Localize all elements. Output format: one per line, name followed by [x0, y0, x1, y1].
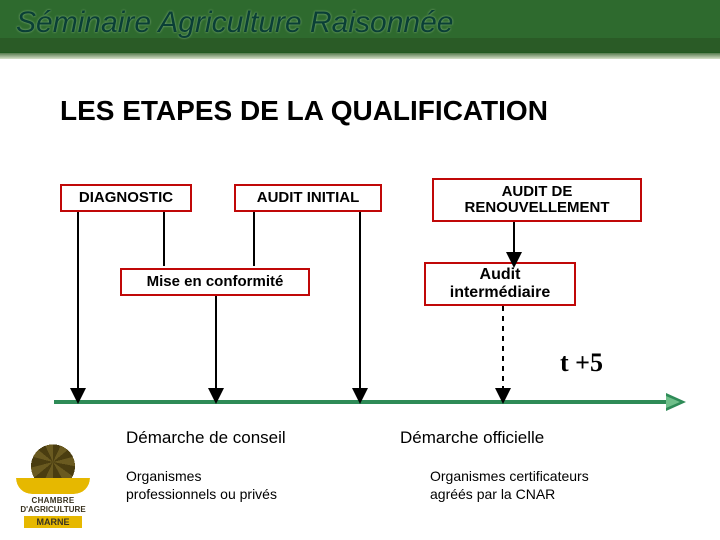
footer-sub-left: Organismesprofessionnels ou privés: [126, 468, 356, 503]
logo-line1: CHAMBRE: [10, 496, 96, 505]
timeline-bar: [54, 400, 672, 404]
footer-heading-left: Démarche de conseil: [126, 428, 286, 448]
header-fade: [0, 53, 720, 59]
box-mise-conformite: Mise en conformité: [120, 268, 310, 296]
header-title: Séminaire Agriculture Raisonnée: [16, 6, 453, 40]
arrows-layer: [0, 0, 720, 540]
box-audit-initial: AUDIT INITIAL: [234, 184, 382, 212]
box-audit-intermediaire: Auditintermédiaire: [424, 262, 576, 306]
footer-heading-right: Démarche officielle: [400, 428, 544, 448]
header-bg-dark: [0, 38, 720, 52]
box-diagnostic: DIAGNOSTIC: [60, 184, 192, 212]
t-plus-5-label: t +5: [560, 348, 603, 378]
logo-field-icon: [16, 478, 90, 494]
timeline-arrowhead-inner: [666, 396, 680, 408]
chambre-agriculture-logo: CHAMBRE D'AGRICULTURE MARNE: [10, 440, 96, 528]
main-title: LES ETAPES DE LA QUALIFICATION: [60, 95, 548, 127]
logo-marne: MARNE: [24, 516, 82, 528]
footer-sub-right: Organismes certificateursagréés par la C…: [430, 468, 690, 503]
logo-line2: D'AGRICULTURE: [10, 505, 96, 514]
box-audit-renouvellement: AUDIT DERENOUVELLEMENT: [432, 178, 642, 222]
header-band: Séminaire Agriculture Raisonnée: [0, 0, 720, 62]
slide: Séminaire Agriculture Raisonnée LES ETAP…: [0, 0, 720, 540]
